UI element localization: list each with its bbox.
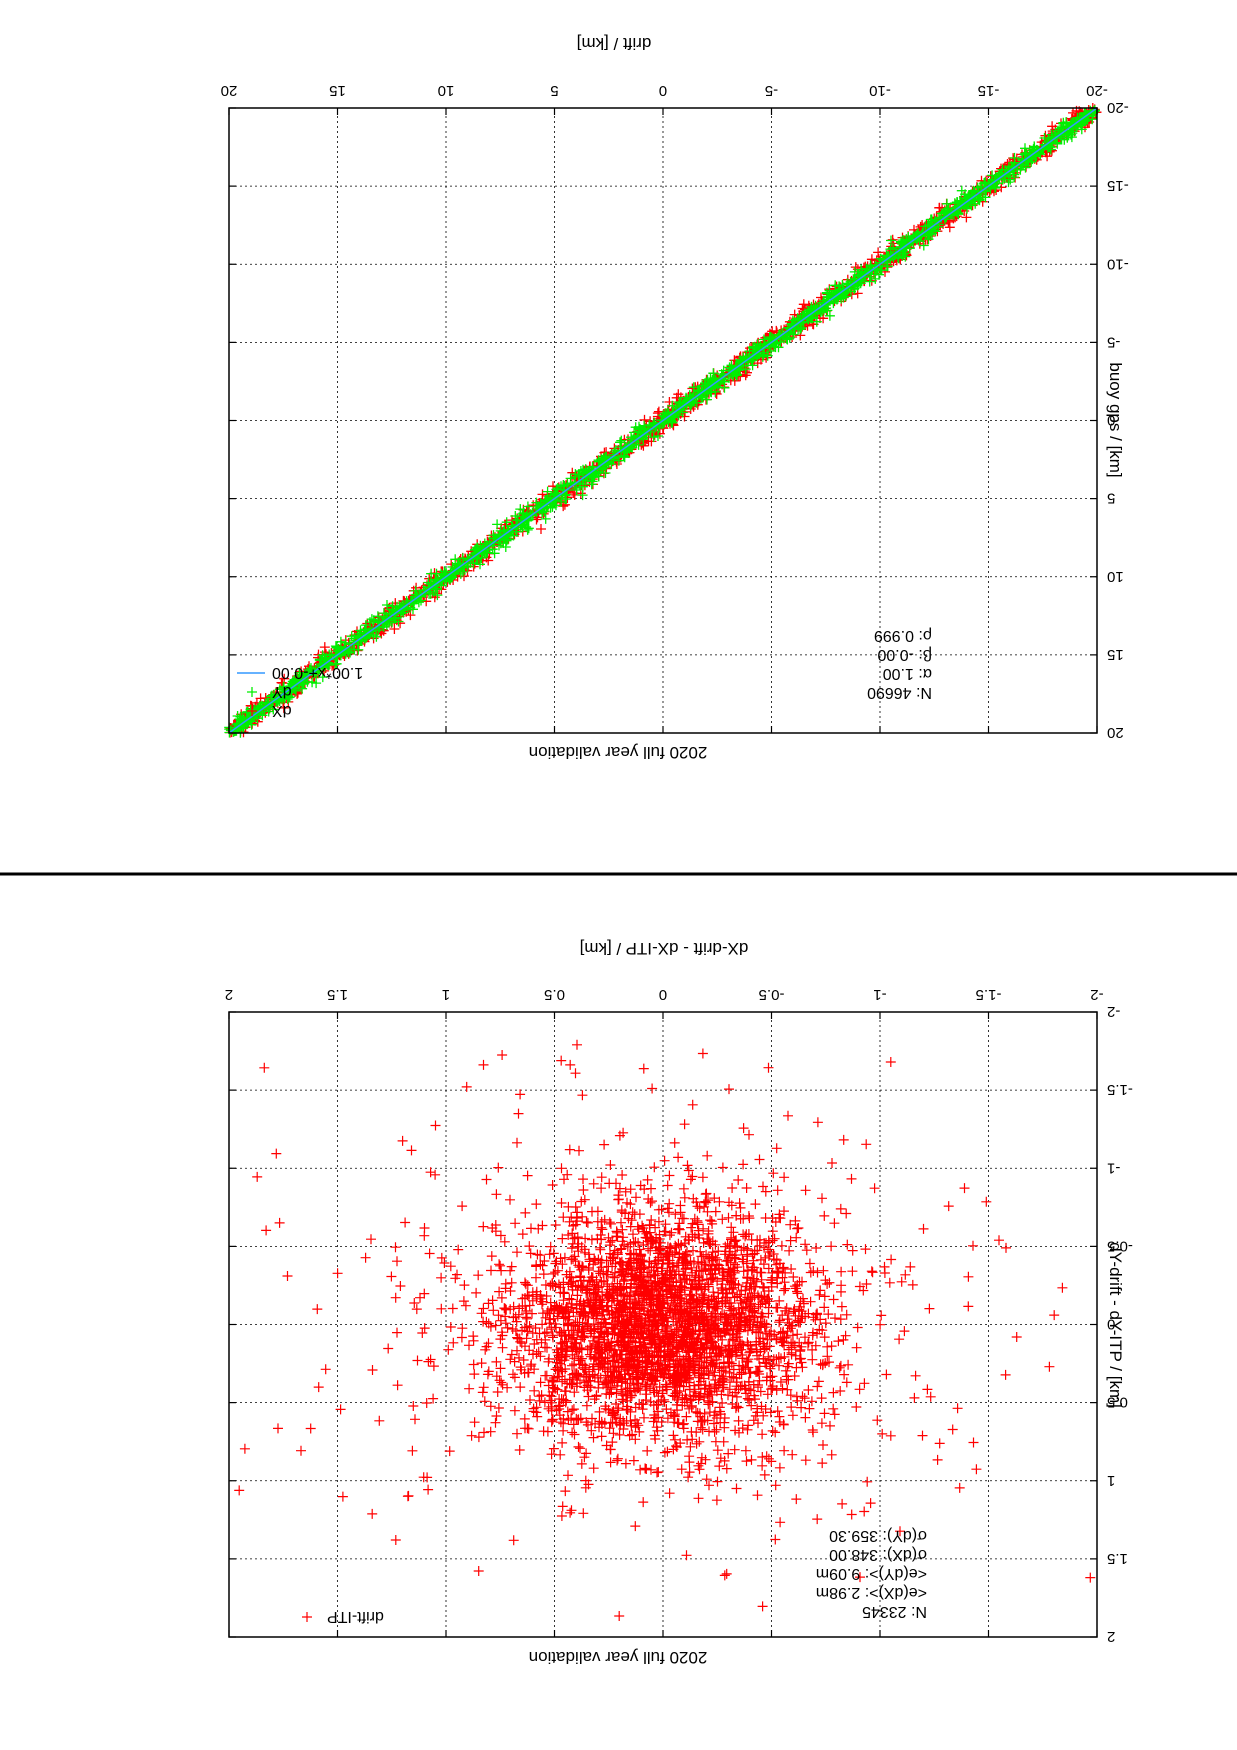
plot1-grid: [229, 1012, 1097, 1637]
plot2-ytick-label: 5: [1107, 490, 1115, 507]
plot1-ytick-label: 0: [1107, 1316, 1115, 1333]
plot1-ytick-label: 0.5: [1107, 1394, 1128, 1411]
plot1-ytick-label: -1.5: [1107, 1081, 1133, 1098]
plot1-ytick-label: -0.5: [1107, 1237, 1133, 1254]
plot1-xlabel: dX-drift - dX-ITP / [km]: [580, 939, 749, 958]
plot2-ytick-label: 20: [1107, 724, 1124, 741]
plot2-xtick-label: 0: [659, 82, 667, 99]
plot2-title: 2020 full year validation: [529, 743, 708, 762]
plot2-xtick-label: 10: [438, 82, 455, 99]
plot2-xtick-label: 15: [329, 82, 346, 99]
plot1-ytick-label: -2: [1107, 1003, 1120, 1020]
plot2-xtick-label: 5: [550, 82, 558, 99]
plot1-legend: drift-ITP: [302, 1608, 384, 1625]
plot2-grid: [229, 108, 1097, 733]
plot1-points: [234, 1039, 1096, 1621]
plot2-stat-alpha: α: 1.00: [883, 665, 932, 682]
plot1-series-markers: [234, 1039, 1096, 1621]
plot2-ytick-label: -10: [1107, 255, 1129, 272]
plot2-stat-n: N: 46690: [867, 684, 932, 701]
plot1-yticks: -2 -1.5 -1 -0.5 0 0.5 1 1.5 2: [229, 1003, 1133, 1645]
plot1-legend-label: drift-ITP: [327, 1608, 384, 1625]
plot2-xtick-label: -15: [978, 82, 1000, 99]
plot2-fit-line-path: [228, 107, 1098, 734]
plot1-xtick-label: 1: [442, 986, 450, 1003]
plot2-xtick-label: -5: [765, 82, 778, 99]
plot1-xtick-label: 2: [225, 986, 233, 1003]
plot1-stat-n: N: 23345: [862, 1603, 927, 1620]
plot2-xtick-label: -20: [1086, 82, 1108, 99]
plot2-ytick-label: 0: [1107, 412, 1115, 429]
plot2-legend-marker-dy: [247, 687, 257, 697]
plot2-ytick-label: 15: [1107, 646, 1124, 663]
plot2-ytick-label: -5: [1107, 333, 1120, 350]
plot1-xticks: -2 -1.5 -1 -0.5 0 0.5 1 1.5 2: [225, 986, 1104, 1637]
plot2-legend-fit: 1.00*x+-0.00: [272, 664, 363, 681]
plot2-ytick-label: -15: [1107, 177, 1129, 194]
plot2-ylabel: buoy gps / [km]: [1106, 362, 1125, 477]
plot1-xtick-label: -2: [1090, 986, 1103, 1003]
plot2-xtick-label: -10: [869, 82, 891, 99]
plot1-title: 2020 full year validation: [529, 1648, 708, 1667]
plot2-legend-dy: dY: [272, 683, 292, 700]
plot1-stat-mean-dx: <e(dX)>: 2.98m: [816, 1584, 927, 1601]
drift-vs-buoy-plot: 2020 full year validation -20 -15 -10 -5 0 5 1…: [221, 34, 1129, 762]
plot1-xtick-label: 0.5: [544, 986, 565, 1003]
plot1-xtick-label: 0: [659, 986, 667, 1003]
plot2-xticks: -20 -15 -10 -5 0 5 10 15 20: [221, 82, 1108, 733]
plot1-xtick-label: -1.5: [976, 986, 1002, 1003]
plot2-xlabel: drift / [km]: [577, 34, 652, 53]
plot2-ytick-label: 10: [1107, 568, 1124, 585]
plot2-stat-rho: ρ: 0.999: [874, 627, 932, 644]
residual-scatter-plot: 2020 full year validation -2 -1.5 -1 -0.5 0 0…: [225, 939, 1133, 1667]
plot2-ytick-label: -20: [1107, 99, 1129, 116]
plot1-ytick-label: 1: [1107, 1472, 1115, 1489]
plot1-stat-sd-dy: σ(dY): 359.30: [829, 1527, 927, 1544]
plot1-legend-marker: [302, 1612, 312, 1622]
plot1-stat-sd-dx: σ(dX): 348.00: [829, 1546, 927, 1563]
plot2-legend-marker-dx: [247, 706, 257, 716]
plot2-legend-dx: dX: [272, 702, 292, 719]
plot1-legend-marker-plus: [302, 1612, 312, 1622]
plot1-xtick-label: -1: [873, 986, 886, 1003]
plot1-ytick-label: -1: [1107, 1159, 1120, 1176]
plot2-legend: dX dY 1.00*x+-0.00: [237, 664, 363, 719]
plot2-stat-beta: β: -0.00: [877, 646, 932, 663]
plot1-xtick-label: 1.5: [327, 986, 348, 1003]
plot1-stats: N: 23345 <e(dX)>: 2.98m <e(dY)>: 9.09m σ…: [816, 1527, 927, 1620]
plot2-xtick-label: 20: [221, 82, 238, 99]
plot2-yticks: -20 -15 -10 -5 0 5 10 15 20: [229, 99, 1129, 741]
plot1-stat-mean-dy: <e(dY)>: 9.09m: [816, 1565, 927, 1582]
plot2-legend-markers: [237, 672, 265, 716]
plot1-ytick-label: 2: [1107, 1628, 1115, 1645]
plot2-stats: N: 46690 α: 1.00 β: -0.00 ρ: 0.999: [867, 627, 932, 701]
plot1-ylabel: dY-drift - dY-ITP / [km]: [1106, 1242, 1125, 1408]
plot2-fit-line: [228, 107, 1098, 734]
plot1-xtick-label: -0.5: [759, 986, 785, 1003]
plot1-ytick-label: 1.5: [1107, 1550, 1128, 1567]
